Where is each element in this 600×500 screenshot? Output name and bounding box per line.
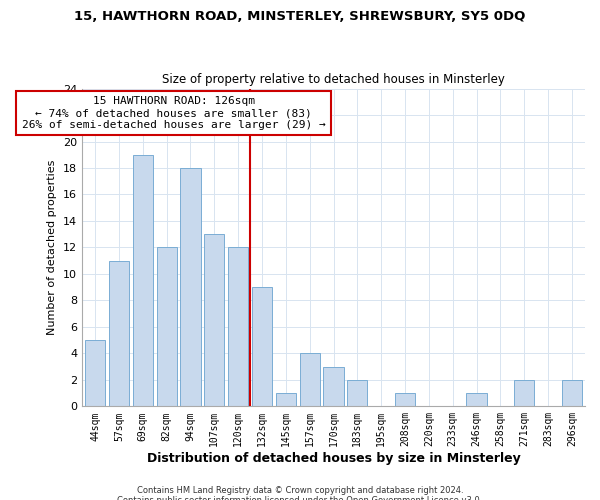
- Bar: [252, 287, 272, 406]
- Bar: [347, 380, 367, 406]
- Bar: [276, 393, 296, 406]
- Bar: [395, 393, 415, 406]
- Bar: [466, 393, 487, 406]
- Bar: [323, 366, 344, 406]
- Text: 15 HAWTHORN ROAD: 126sqm
← 74% of detached houses are smaller (83)
26% of semi-d: 15 HAWTHORN ROAD: 126sqm ← 74% of detach…: [22, 96, 326, 130]
- Text: Contains public sector information licensed under the Open Government Licence v3: Contains public sector information licen…: [118, 496, 482, 500]
- X-axis label: Distribution of detached houses by size in Minsterley: Distribution of detached houses by size …: [146, 452, 520, 465]
- Title: Size of property relative to detached houses in Minsterley: Size of property relative to detached ho…: [162, 73, 505, 86]
- Bar: [204, 234, 224, 406]
- Bar: [228, 248, 248, 406]
- Text: 15, HAWTHORN ROAD, MINSTERLEY, SHREWSBURY, SY5 0DQ: 15, HAWTHORN ROAD, MINSTERLEY, SHREWSBUR…: [74, 10, 526, 23]
- Bar: [562, 380, 582, 406]
- Bar: [85, 340, 105, 406]
- Text: Contains HM Land Registry data © Crown copyright and database right 2024.: Contains HM Land Registry data © Crown c…: [137, 486, 463, 495]
- Y-axis label: Number of detached properties: Number of detached properties: [47, 160, 58, 335]
- Bar: [299, 354, 320, 406]
- Bar: [181, 168, 200, 406]
- Bar: [109, 260, 129, 406]
- Bar: [133, 155, 153, 406]
- Bar: [514, 380, 535, 406]
- Bar: [157, 248, 177, 406]
